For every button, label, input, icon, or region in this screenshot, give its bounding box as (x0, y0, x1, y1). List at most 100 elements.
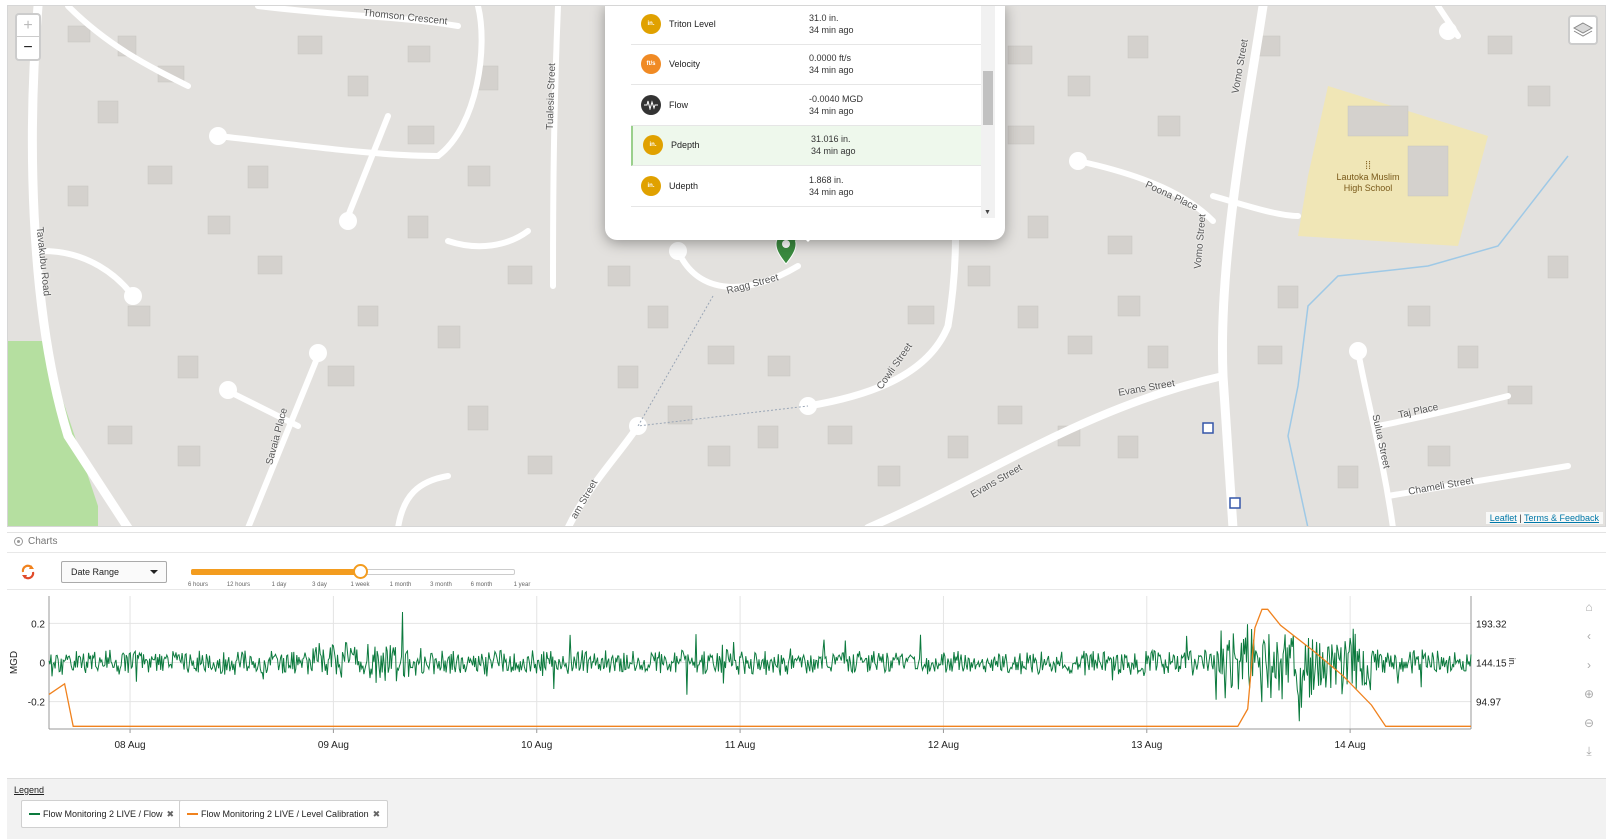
zoom-in-icon[interactable]: ⊕ (1583, 686, 1595, 701)
sensor-time: 34 min ago (809, 24, 854, 35)
sensor-time: 34 min ago (809, 65, 854, 76)
range-tick-label[interactable]: 1 month (389, 582, 412, 588)
attribution-separator: | (1516, 513, 1524, 523)
close-icon[interactable]: ✖ (372, 808, 381, 819)
x-tick-label: 13 Aug (1131, 740, 1162, 751)
y-right-tick-label: 94.97 (1476, 698, 1501, 709)
refresh-button[interactable] (15, 561, 41, 583)
y-left-tick-label: 0 (39, 659, 45, 670)
x-tick-label: 08 Aug (114, 740, 145, 751)
zoom-out-icon[interactable]: ⊖ (1583, 715, 1595, 730)
x-tick-label: 09 Aug (318, 740, 349, 751)
sensor-row-triton-level[interactable]: in. Triton Level 31.0 in. 34 min ago (631, 6, 981, 45)
terms-link[interactable]: Terms & Feedback (1523, 513, 1599, 523)
series-line-flow (48, 611, 1472, 722)
chart-area: 08 Aug 09 Aug 10 Aug 11 Aug 12 Aug 13 Aug 14 A… (7, 592, 1606, 778)
zoom-in-button[interactable]: + (17, 15, 39, 37)
legend-label: Flow Monitoring 2 LIVE / Level Calibrati… (201, 809, 369, 819)
range-tick-label[interactable]: 1 year (513, 582, 531, 588)
y-right-axis-label: in. (1507, 658, 1517, 668)
sensor-list: in. Triton Level 31.0 in. 34 min ago ft/s Vel… (631, 6, 981, 218)
sensor-reading: 31.0 in. (809, 12, 839, 23)
sensor-reading: -0.0040 MGD (809, 93, 864, 104)
sensor-reading: 31.016 in. (811, 134, 851, 145)
sensor-value: 0.0000 ft/s 34 min ago (809, 52, 854, 76)
refresh-icon (21, 564, 35, 580)
y-left-axis-label: MGD (9, 651, 20, 674)
series-line-level-calibration (48, 608, 1471, 727)
slider-fill (191, 569, 360, 575)
pan-right-icon[interactable]: › (1587, 657, 1591, 672)
sensor-value: 31.016 in. 34 min ago (811, 133, 856, 157)
legend-swatch (29, 813, 40, 815)
legend-item-flow[interactable]: Flow Monitoring 2 LIVE / Flow ✖ (21, 800, 183, 828)
scroll-down-icon[interactable]: ▼ (984, 209, 991, 216)
popup-tip (798, 232, 818, 242)
sensor-reading: 1.868 in. (809, 174, 844, 185)
poi-label: Lautoka Muslim High School (1336, 172, 1400, 193)
sensor-row-flow[interactable]: Flow -0.0040 MGD 34 min ago (631, 85, 981, 126)
sensor-value: 1.868 in. 34 min ago (809, 174, 854, 198)
y-left-tick-label: -0.2 (28, 698, 46, 709)
range-tick-label[interactable]: 6 hours (187, 582, 209, 588)
popup-scrollbar[interactable]: ▼ (981, 6, 995, 218)
chevron-down-icon (150, 570, 158, 574)
home-icon[interactable]: ⌂ (1585, 599, 1593, 614)
x-tick-label: 12 Aug (928, 740, 959, 751)
download-icon[interactable]: ⤓ (1586, 744, 1592, 758)
sensor-time: 34 min ago (809, 105, 854, 116)
charts-panel-title: Charts (28, 536, 58, 547)
range-tick-label[interactable]: 6 month (470, 582, 493, 588)
range-tick-label[interactable]: 3 day (312, 582, 327, 588)
range-tick-label[interactable]: 3 month (430, 582, 452, 588)
school-icon: ⁞⁞ (1364, 160, 1372, 172)
slider-handle[interactable] (353, 564, 368, 579)
charts-panel-header[interactable]: Charts (7, 532, 1606, 550)
sensor-reading: 0.0000 ft/s (809, 53, 852, 64)
legend-panel: Legend Flow Monitoring 2 LIVE / Flow ✖ F… (7, 778, 1606, 839)
sensor-name: Pdepth (671, 140, 700, 151)
y-right-tick-label: 193.32 (1476, 619, 1507, 630)
sensor-value: -0.0040 MGD 34 min ago (809, 93, 863, 117)
sensor-name: Udepth (669, 180, 699, 191)
range-tick-label[interactable]: 12 hours (226, 582, 251, 588)
sensor-popup: in. Triton Level 31.0 in. 34 min ago ft/s Vel… (605, 6, 1005, 240)
chart-toolbar: Date Range 6 hours 12 hours 1 day 3 day 1 we… (7, 552, 1606, 590)
wave-icon (641, 94, 661, 115)
line-chart[interactable]: 08 Aug 09 Aug 10 Aug 11 Aug 12 Aug 13 Aug 14 A… (7, 592, 1567, 778)
sensor-name: Triton Level (669, 18, 716, 29)
scrollbar-thumb[interactable] (983, 71, 993, 125)
sensor-value: 31.0 in. 34 min ago (809, 12, 854, 36)
sensor-time: 34 min ago (811, 146, 856, 157)
unit-icon: in. (641, 175, 661, 196)
layers-icon (1573, 22, 1593, 37)
legend-swatch (187, 813, 198, 815)
y-right-tick-label: 144.15 (1476, 659, 1507, 670)
range-tick-label[interactable]: 1 week (350, 582, 370, 588)
poi-school: ⁞⁞ Lautoka Muslim High School (1328, 161, 1408, 194)
unit-icon: in. (643, 135, 663, 156)
legend-label: Flow Monitoring 2 LIVE / Flow (43, 809, 163, 819)
layers-button[interactable] (1568, 15, 1598, 45)
sensor-row-pdepth[interactable]: in. Pdepth 31.016 in. 34 min ago (631, 125, 981, 166)
map-view[interactable]: Thomson Crescent Tualesia Street Tavakub… (7, 5, 1606, 527)
unit-icon: in. (641, 13, 661, 34)
zoom-out-button[interactable]: − (23, 39, 33, 56)
close-icon[interactable]: ✖ (166, 808, 175, 819)
sensor-row-udepth[interactable]: in. Udepth 1.868 in. 34 min ago (631, 166, 981, 207)
collapse-icon[interactable] (14, 537, 23, 546)
leaflet-link[interactable]: Leaflet (1489, 513, 1517, 523)
date-range-value: Date Range (71, 567, 120, 577)
date-range-select[interactable]: Date Range (61, 561, 167, 583)
time-range-slider[interactable]: 6 hours 12 hours 1 day 3 day 1 week 1 month 3 … (188, 564, 530, 588)
range-tick-label[interactable]: 1 day (271, 582, 287, 588)
street-label: Tualesia Street (544, 62, 559, 131)
zoom-control: + − (15, 13, 41, 61)
sensor-time: 34 min ago (809, 186, 854, 197)
legend-item-level-calibration[interactable]: Flow Monitoring 2 LIVE / Level Calibrati… (179, 800, 389, 828)
x-tick-label: 10 Aug (521, 740, 552, 751)
unit-icon: ft/s (641, 54, 661, 75)
pan-left-icon[interactable]: ‹ (1587, 628, 1591, 643)
sensor-row-velocity[interactable]: ft/s Velocity 0.0000 ft/s 34 min ago (631, 45, 981, 85)
